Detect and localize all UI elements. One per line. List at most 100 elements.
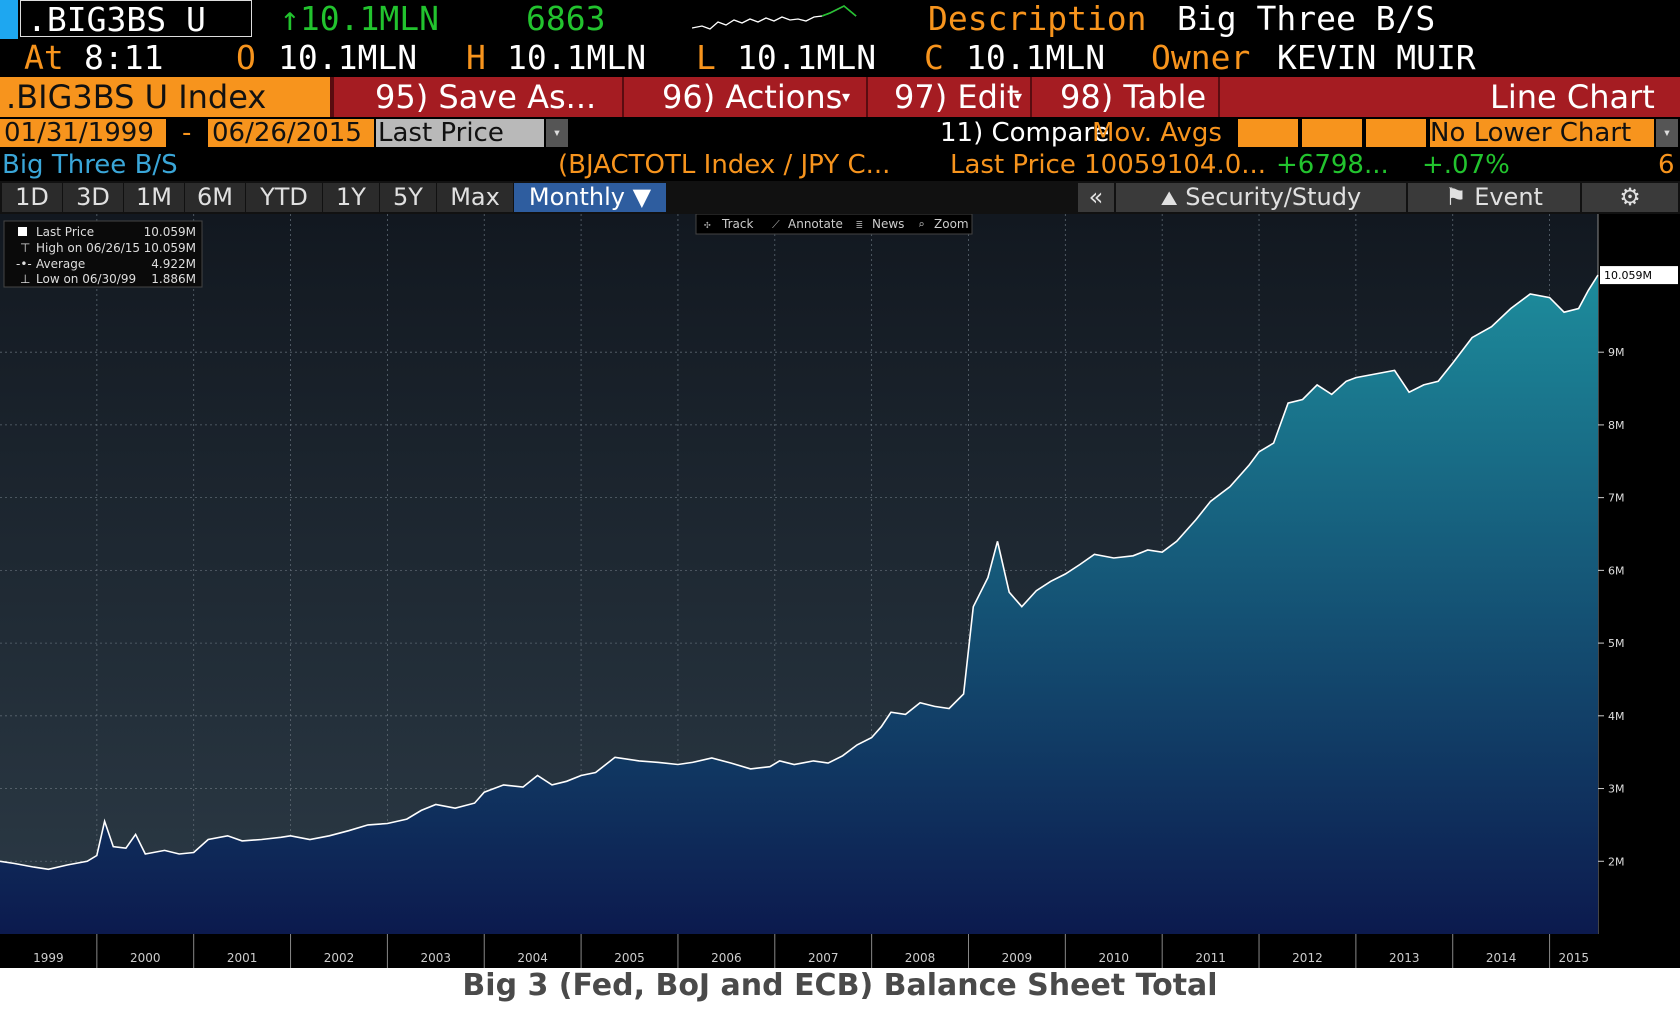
series-last-price: Last Price 10059104.0...: [950, 150, 1267, 180]
series-pct: +.07%: [1422, 150, 1510, 180]
series-legend-row: Big Three B/S (BJACTOTL Index / JPY C...…: [0, 149, 1680, 181]
high-value: 10.1MLN: [507, 38, 647, 77]
period-toolbar: 1D 3D 1M 6M YTD 1Y 5Y Max Monthly ▼ « ⛰ …: [0, 181, 1680, 214]
line-chart[interactable]: 1999 2000 2001 2002 2003 2004 2005 2006 2007 2008…: [0, 214, 1680, 968]
period-3d-button[interactable]: 3D: [63, 183, 124, 212]
period-6m-button[interactable]: 6M: [185, 183, 246, 212]
x-tick-label: 2000: [130, 951, 161, 965]
y-tick-label: 4M: [1608, 710, 1625, 723]
axis-strip: [1598, 214, 1680, 934]
open-value: 10.1MLN: [278, 38, 418, 77]
table-button[interactable]: 98) Table: [1060, 78, 1207, 116]
x-tick-label: 2004: [517, 951, 548, 965]
lower-chart-select[interactable]: No Lower Chart: [1430, 119, 1654, 147]
chart-tools: Track Annotate News Zoom ✣ ⟋ ≣ ⌕: [695, 214, 973, 235]
legend-last-label: Last Price: [36, 225, 94, 239]
menu-bar: .BIG3BS U Index 95) Save As... 96) Actio…: [0, 77, 1680, 117]
save-as-button[interactable]: 95) Save As...: [375, 78, 597, 116]
last-value-label: 10.059M: [1604, 269, 1652, 282]
security-field[interactable]: .BIG3BS U Index: [0, 77, 330, 117]
y-tick-label: 2M: [1608, 855, 1625, 868]
period-1d-button[interactable]: 1D: [2, 183, 63, 212]
close-value: 10.1MLN: [966, 38, 1106, 77]
y-tick-label: 3M: [1608, 783, 1625, 796]
ticker-box[interactable]: .BIG3BS U: [20, 0, 252, 39]
owner-value: KEVIN MUIR: [1277, 38, 1476, 77]
low-label: L: [696, 38, 716, 77]
lower-chart-arrow-icon[interactable]: ▾: [1656, 119, 1678, 147]
security-study-label: Security/Study: [1185, 183, 1362, 211]
x-tick-label: 2013: [1389, 951, 1420, 965]
x-tick-label: 2009: [1002, 951, 1033, 965]
y-tick-label: 8M: [1608, 419, 1625, 432]
event-label: Event: [1474, 183, 1543, 211]
y-tick-label: 7M: [1608, 492, 1625, 505]
period-5y-button[interactable]: 5Y: [380, 183, 437, 212]
chart-type-label: Line Chart: [1490, 78, 1655, 116]
menu-divider: [866, 77, 868, 117]
last-value-badge: [1600, 266, 1678, 285]
menu-divider: [622, 77, 624, 117]
at-time: 8:11: [84, 38, 164, 77]
gear-icon[interactable]: ⚙: [1582, 183, 1679, 212]
mov-avg-slot[interactable]: [1238, 119, 1298, 147]
at-label: At: [24, 38, 64, 77]
period-max-button[interactable]: Max: [437, 183, 514, 212]
lower-chart-text: No Lower Chart: [1430, 118, 1632, 148]
x-axis-band: [0, 934, 1680, 968]
series-change: +6798...: [1276, 150, 1389, 180]
edit-menu[interactable]: 97) Edit: [894, 78, 1020, 116]
event-button[interactable]: ⚑ Event: [1408, 183, 1581, 212]
legend-low-value: 1.886M: [151, 272, 196, 286]
period-ytd-button[interactable]: YTD: [246, 183, 323, 212]
average-icon: -•-: [16, 257, 32, 271]
period-1y-button[interactable]: 1Y: [323, 183, 380, 212]
track-tool[interactable]: Track: [721, 217, 753, 231]
series-num: 6: [1658, 150, 1675, 180]
ticker-accent: [0, 0, 18, 39]
x-tick-label: 2010: [1098, 951, 1129, 965]
security-field-text: .BIG3BS U Index: [6, 78, 267, 116]
menu-divider: [330, 77, 334, 117]
x-tick-label: 2005: [614, 951, 645, 965]
open-label: O: [236, 38, 256, 77]
start-date-field[interactable]: 01/31/1999: [0, 119, 166, 147]
security-study-button[interactable]: ⛰ Security/Study: [1116, 183, 1407, 212]
mov-avgs-label[interactable]: Mov. Avgs: [1092, 118, 1222, 148]
y-axis: 2M 3M 4M 5M 6M 7M 8M 9M: [1598, 346, 1625, 868]
legend-last-value: 10.059M: [144, 225, 196, 239]
mov-avg-slot[interactable]: [1302, 119, 1362, 147]
ticker-text: .BIG3BS U: [27, 0, 206, 39]
end-date-field[interactable]: 06/26/2015: [208, 119, 374, 147]
x-tick-label: 2001: [227, 951, 258, 965]
legend-avg-label: Average: [36, 257, 85, 271]
news-tool[interactable]: News: [872, 217, 904, 231]
x-tick-label: 2012: [1292, 951, 1323, 965]
period-1m-button[interactable]: 1M: [124, 183, 185, 212]
x-tick-label: 1999: [33, 951, 64, 965]
compare-button[interactable]: 11) Compare: [940, 118, 1110, 148]
field-select-arrow-icon[interactable]: ▾: [546, 119, 568, 147]
actions-menu[interactable]: 96) Actions: [662, 78, 843, 116]
legend-high-value: 10.059M: [144, 241, 196, 255]
annotate-tool[interactable]: Annotate: [788, 217, 843, 231]
low-icon: ⊥: [20, 272, 30, 286]
zoom-tool[interactable]: Zoom: [934, 217, 969, 231]
x-tick-label: 2002: [324, 951, 355, 965]
frequency-select[interactable]: Monthly ▼: [514, 183, 667, 212]
description-value: Big Three B/S: [1177, 0, 1436, 38]
low-value: 10.1MLN: [737, 38, 877, 77]
legend-box: Last Price 10.059M ⊤ High on 06/26/15 10…: [3, 220, 203, 288]
range-dash: -: [182, 118, 192, 148]
description-label: Description: [928, 0, 1147, 38]
last-value: ↑10.1MLN: [280, 0, 439, 38]
series-name: Big Three B/S: [2, 150, 178, 180]
collapse-button[interactable]: «: [1078, 183, 1115, 212]
high-label: H: [466, 38, 486, 77]
last-price-swatch: [18, 227, 27, 236]
mov-avg-slot[interactable]: [1366, 119, 1426, 147]
last-value-marker: 10.059M: [1600, 266, 1678, 285]
field-select[interactable]: Last Price: [376, 119, 544, 147]
series-line: [0, 274, 1599, 871]
tick-count: 6863: [526, 0, 606, 38]
